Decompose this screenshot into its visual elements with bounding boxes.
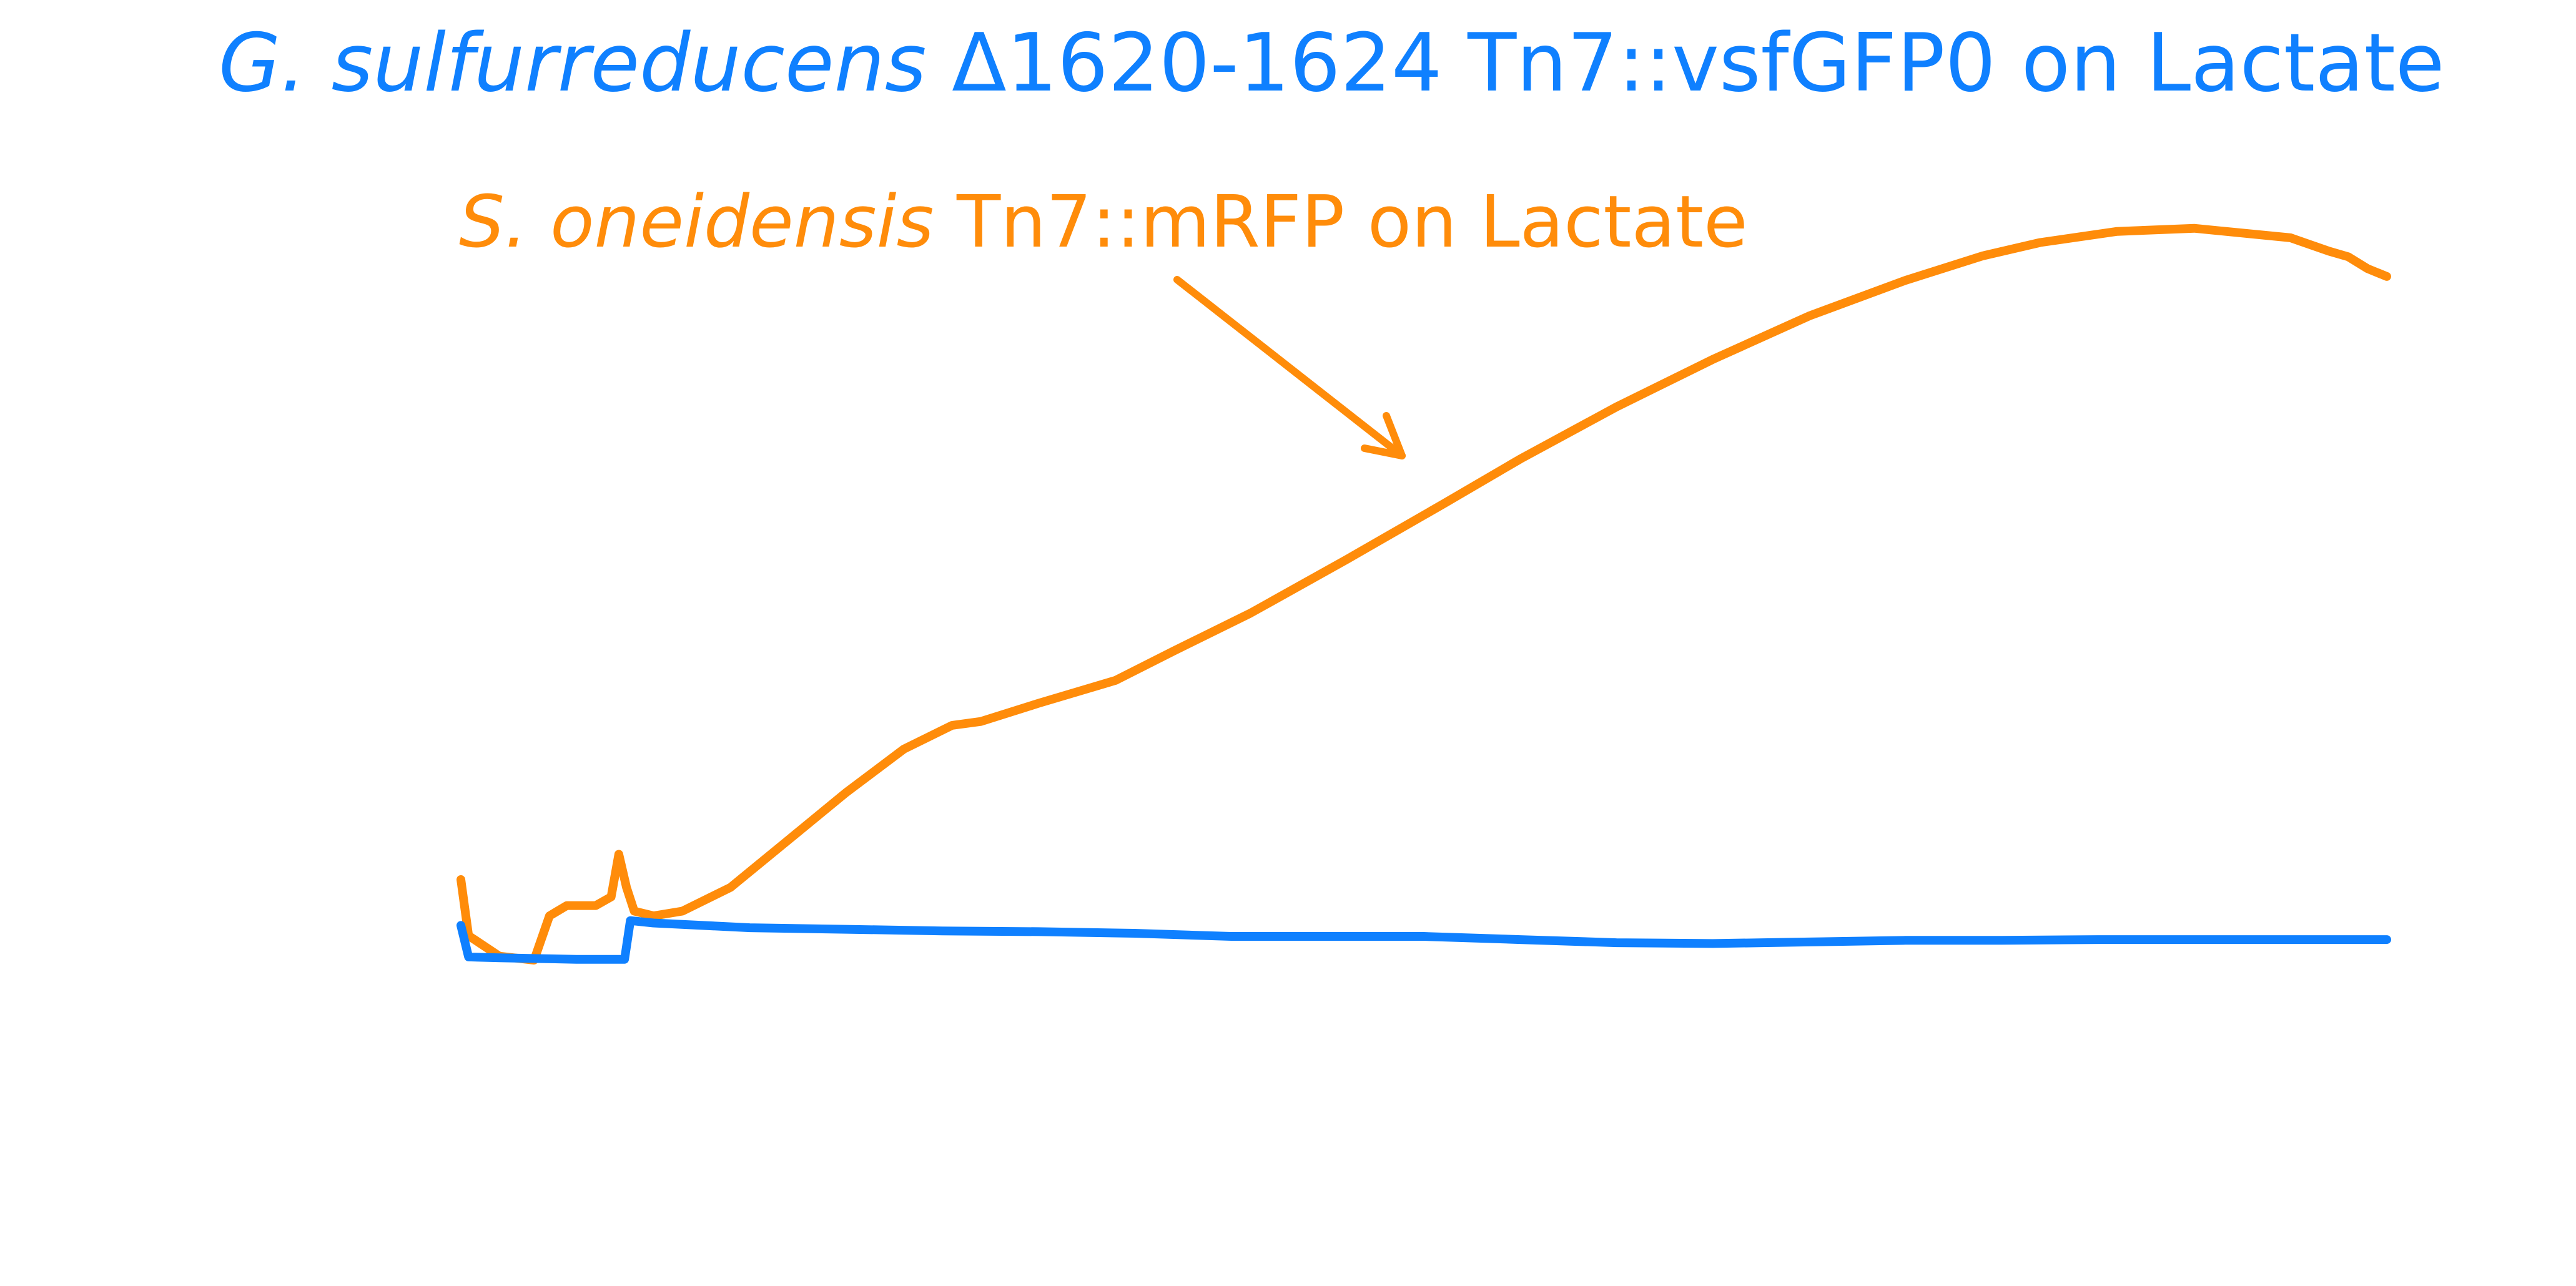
annotation-g-sulfurreducens: G. sulfurreducens Δ1620-1624 Tn7::vsfGFP… xyxy=(219,17,2445,110)
series-layer xyxy=(456,223,2391,964)
series-line-s-oneidensis xyxy=(456,223,2391,964)
annotation-g-sulfurreducens-italic: G. sulfurreducens xyxy=(219,17,926,110)
annotation-s-oneidensis-rest: Tn7::mRFP on Lactate xyxy=(934,180,1747,264)
annotation-g-sulfurreducens-rest: Δ1620-1624 Tn7::vsfGFP0 on Lactate xyxy=(926,17,2444,110)
annotation-arrow xyxy=(1173,276,1406,459)
annotation-s-oneidensis-italic: S. oneidensis xyxy=(459,180,934,264)
annotation-s-oneidensis: S. oneidensis Tn7::mRFP on Lactate xyxy=(459,180,1748,264)
series-line-g-sulfurreducens xyxy=(456,916,2391,964)
